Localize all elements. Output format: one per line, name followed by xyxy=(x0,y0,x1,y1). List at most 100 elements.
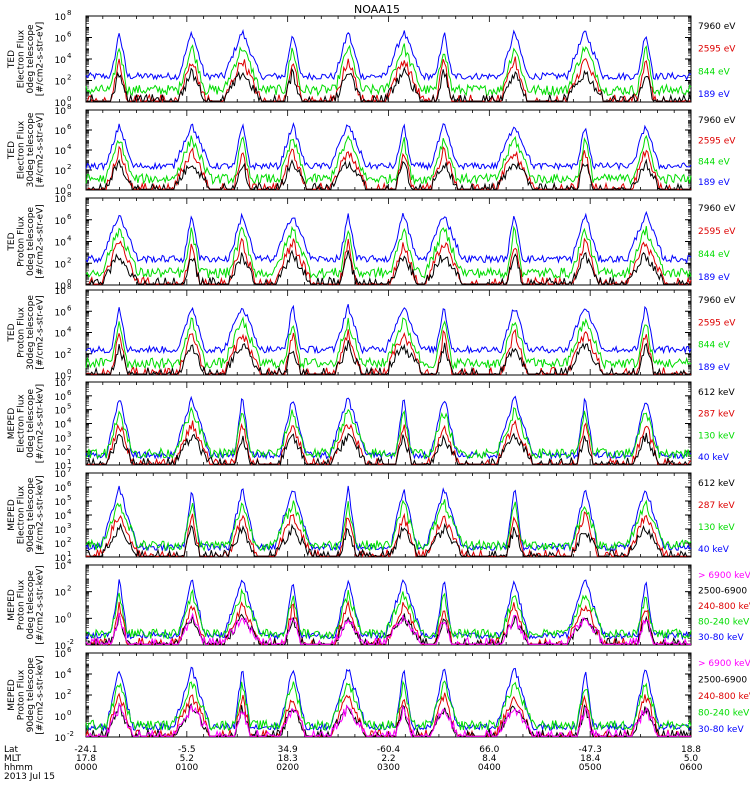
legend-entry: > 6900 keV xyxy=(698,571,750,581)
y-tick-exponent: 3 xyxy=(67,522,71,530)
legend-entry: 40 keV xyxy=(698,453,730,463)
series-trace xyxy=(85,28,692,82)
y-axis-label-line: [#/cm2-s-str-eV] xyxy=(36,204,46,279)
y-tick-label: 10 xyxy=(55,554,67,564)
x-axis-hhmm-label: 0300 xyxy=(377,763,400,773)
y-tick-exponent: 6 xyxy=(67,304,72,312)
series-trace xyxy=(85,680,692,732)
y-axis-label: TEDElectron Flux0deg telescope[#/cm2-s-s… xyxy=(7,22,46,97)
y-tick-exponent: 4 xyxy=(67,143,72,151)
y-axis-label-line: MEPED xyxy=(7,408,17,440)
y-tick-label: 10 xyxy=(55,562,67,572)
legend-entry: 240-800 keV xyxy=(698,602,750,612)
y-axis-label-line: 30deg telescope xyxy=(26,295,36,370)
y-axis-label: TEDProton Flux0deg telescope[#/cm2-s-str… xyxy=(7,204,46,279)
y-axis-label-line: [#/cm2-s-str-keV] xyxy=(36,384,46,463)
x-axis-hhmm-label: 0100 xyxy=(175,763,198,773)
x-axis-hhmm-label: 0200 xyxy=(276,763,299,773)
legend-entry: 287 keV xyxy=(698,501,735,511)
y-axis-label-line: Electron Flux xyxy=(17,29,27,88)
y-tick-label: 10 xyxy=(55,78,67,88)
series-trace xyxy=(85,406,692,460)
y-tick-exponent: 6 xyxy=(67,213,72,221)
y-tick-exponent: 4 xyxy=(67,52,72,60)
y-axis-label-line: 0deg telescope xyxy=(26,24,36,94)
legend-entry: 7960 eV xyxy=(698,22,736,32)
y-tick-label: 10 xyxy=(55,351,67,361)
legend-entry: 844 eV xyxy=(698,157,731,167)
panel-frame xyxy=(85,109,692,191)
y-tick-exponent: 2 xyxy=(67,347,71,355)
y-tick-label: 10 xyxy=(55,147,67,157)
y-tick-exponent: 5 xyxy=(67,403,71,411)
y-axis-label-line: TED xyxy=(7,232,17,251)
legend-entry: 844 eV xyxy=(698,341,731,351)
legend-entry: 844 eV xyxy=(698,67,731,77)
y-tick-label: 10 xyxy=(55,99,67,109)
x-axis-hhmm-label: 0600 xyxy=(680,763,703,773)
panel-frame xyxy=(85,564,692,646)
y-axis-label-line: Proton Flux xyxy=(17,669,27,720)
y-tick-label: 10 xyxy=(55,692,67,702)
panel-frame xyxy=(85,381,692,466)
y-axis-label: MEPEDProton Flux90deg telescope[#/cm2-s-… xyxy=(7,655,46,734)
legend-entry: 80-240 keV xyxy=(698,709,750,719)
x-axis-mlt-label: 18.3 xyxy=(278,754,298,764)
y-axis-label: TEDProton Flux30deg telescope[#/cm2-s-st… xyxy=(7,295,46,370)
y-axis-label: TEDElectron Flux30deg telescope[#/cm2-s-… xyxy=(7,112,46,187)
y-tick-exponent: 0 xyxy=(67,709,71,717)
y-tick-exponent: 1 xyxy=(67,458,71,466)
y-axis-label-line: [#/cm2-s-str-keV] xyxy=(36,565,46,644)
y-axis-label-line: TED xyxy=(7,50,17,69)
y-tick-exponent: 2 xyxy=(67,74,71,82)
y-tick-label: 10 xyxy=(55,434,67,444)
y-tick-label: 10 xyxy=(55,372,67,382)
x-axis-hhmm-label: 0500 xyxy=(579,763,602,773)
y-tick-label: 10 xyxy=(55,650,67,660)
legend-entry: 240-800 keV xyxy=(698,692,750,702)
y-axis-label-line: Proton Flux xyxy=(17,307,27,358)
y-axis-label-line: [#/cm2-s-str-keV] xyxy=(36,655,46,734)
y-tick-exponent: 7 xyxy=(67,375,71,383)
x-axis-lat-label: 34.9 xyxy=(278,745,298,755)
x-axis-lat-label: -5.5 xyxy=(178,745,196,755)
series-trace xyxy=(85,511,691,558)
series-trace xyxy=(85,485,692,553)
y-axis-label-line: Electron Flux xyxy=(17,120,27,179)
y-tick-exponent: 8 xyxy=(67,283,71,291)
x-axis-lat-label: -24.1 xyxy=(74,745,97,755)
legend-entry: 30-80 keV xyxy=(698,633,744,643)
x-axis-mlt-label: 5.0 xyxy=(684,754,699,764)
y-tick-exponent: 2 xyxy=(67,536,71,544)
series-trace xyxy=(85,225,692,280)
y-tick-exponent: 2 xyxy=(67,688,71,696)
legend-entry: 2500-6900 xyxy=(698,587,747,597)
y-tick-label: 10 xyxy=(55,734,67,744)
y-tick-exponent: 5 xyxy=(67,494,71,502)
legend-entry: 189 eV xyxy=(698,178,731,188)
y-tick-label: 10 xyxy=(55,107,67,117)
legend-entry: 130 keV xyxy=(698,431,735,441)
series-trace xyxy=(85,328,691,377)
x-axis-mlt-label: 17.8 xyxy=(76,754,96,764)
y-axis-label-line: TED xyxy=(7,141,17,160)
series-trace xyxy=(86,66,692,104)
y-tick-label: 10 xyxy=(55,282,67,292)
y-tick-exponent: 8 xyxy=(67,9,71,17)
series-trace xyxy=(85,432,691,467)
legend-entry: 844 eV xyxy=(698,250,731,260)
y-tick-label: 10 xyxy=(55,498,67,508)
panel-frame xyxy=(85,289,692,376)
legend-entry: 287 keV xyxy=(698,410,735,420)
x-axis-row-label: Lat xyxy=(4,745,19,755)
y-tick-exponent: 4 xyxy=(67,417,72,425)
y-tick-label: 10 xyxy=(55,127,67,137)
y-tick-exponent: 0 xyxy=(67,278,71,286)
legend-entry: 2595 eV xyxy=(698,45,736,55)
y-axis-label: MEPEDProton Flux0deg telescope[#/cm2-s-s… xyxy=(7,565,46,644)
